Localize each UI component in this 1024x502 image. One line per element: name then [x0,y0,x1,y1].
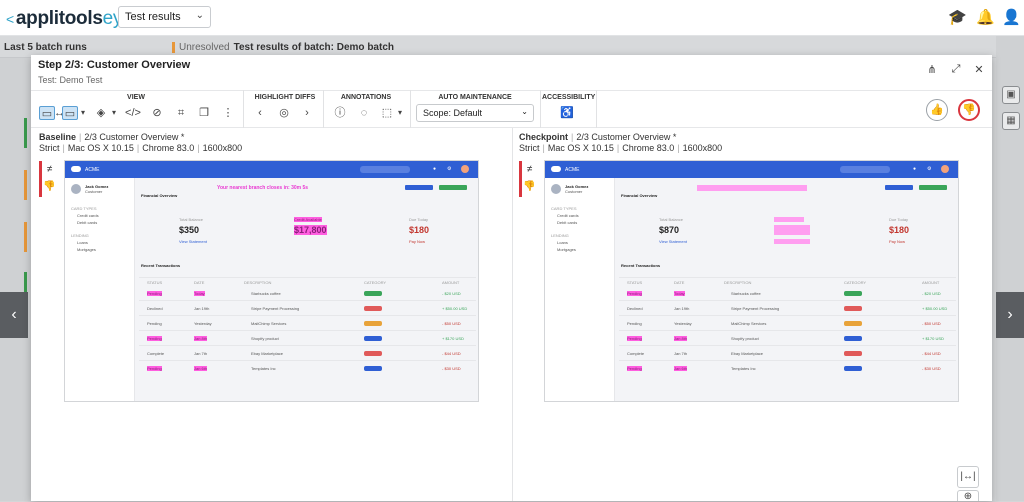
diff-highlight [697,185,807,191]
code-icon[interactable]: </> [125,107,141,119]
save-icon[interactable]: ▣ [1002,86,1020,104]
diff-highlight [774,239,810,244]
not-equal-icon[interactable]: ≠ [526,164,533,175]
next-step-button[interactable]: › [996,292,1024,338]
batch-list-heading: Last 5 batch runs [4,42,87,53]
region-icon[interactable]: ⬚ [381,107,393,119]
thumbs-down-icon[interactable]: 👎 [523,181,536,192]
checkpoint-diff-controls[interactable]: ≠ 👎 [519,161,537,197]
zoom-in-icon[interactable]: ⊕ [957,490,979,502]
toggle-icon [551,166,561,172]
checkpoint-header: Checkpoint | 2/3 Customer Overview * [519,132,677,142]
share-icon[interactable]: ⋔ [927,64,937,76]
batch-status-bar [24,170,27,200]
checkpoint-meta: Strict | Mac OS X 10.15 | Chrome 83.0 | 1600x8… [519,143,723,153]
more-options-icon[interactable]: ⋮ [222,107,234,119]
baseline-diff-controls[interactable]: ≠ 👎 [39,161,57,197]
baseline-meta: Strict | Mac OS X 10.15 | Chrome 83.0 | 1600x8… [39,143,243,153]
checkpoint-screenshot[interactable]: ACME ● ⚙ Jack Gomez Customer CARD TYPES … [544,160,959,402]
app-main: Financial Overview Total Balance $870 Vi… [619,183,956,399]
user-settings-icon[interactable]: 👤 [1002,9,1021,26]
search-input [840,166,890,173]
side-by-side-view-icon[interactable]: ▭ [39,106,55,120]
highlight-diffs-icon[interactable]: ◎ [279,107,289,119]
close-icon[interactable]: ✕ [974,64,984,76]
diff-highlight [774,225,810,235]
credit-available: $17,800 [294,225,327,235]
total-balance: $870 [659,225,680,235]
chevron-down-icon[interactable]: ▾ [111,108,116,117]
gear-icon: ⚙ [447,166,452,172]
crop-icon[interactable]: ⌗ [177,107,185,119]
checkpoint-view-icon[interactable]: ▭ [62,106,78,120]
chevron-down-icon: ⌄ [521,107,528,116]
step-title: Step 2/3: Customer Overview [38,59,191,71]
app-sidebar: Jack Gomez Customer CARD TYPES Credit ca… [545,178,615,401]
batch-status-bar [24,222,27,252]
app-topbar: ACME ● ⚙ [545,161,958,178]
thumbs-down-icon[interactable]: 👎 [958,99,980,121]
thumbs-up-icon[interactable]: 👍 [926,99,948,121]
thumbs-down-icon[interactable]: 👎 [43,181,56,192]
avatar [71,184,81,194]
view-select[interactable]: Test results ⌄ [118,6,211,28]
batch-status-bar [24,118,27,148]
accessibility-label: ACCESSIBILITY [542,94,596,101]
chevron-down-icon[interactable]: ▾ [80,108,85,117]
chevron-down-icon: ⌄ [195,10,204,21]
next-diff-icon[interactable]: › [305,107,309,119]
issue-icon[interactable]: ⓘ [334,107,346,119]
avatar [551,184,561,194]
scope-select[interactable]: Scope: Default ⌄ [416,104,534,122]
diff-highlight [774,217,804,222]
highlight-diffs-label: HIGHLIGHT DIFFS [254,94,316,101]
view-group-label: VIEW [127,94,145,101]
toggle-icon [71,166,81,172]
toolbar [31,90,992,128]
app-topbar: ACME ● ⚙ [65,161,478,178]
previous-step-button[interactable]: ‹ [0,292,28,338]
not-equal-icon[interactable]: ≠ [46,164,53,175]
annotations-label: ANNOTATIONS [340,94,392,101]
batch-title: Unresolved Test results of batch: Demo ba… [172,42,394,53]
total-balance: $350 [179,225,200,235]
pane-divider [512,128,513,501]
panel-icon[interactable]: ▦ [1002,112,1020,130]
expand-icon[interactable]: ⤢ [951,63,961,75]
gear-icon: ⚙ [927,166,932,172]
copy-icon[interactable]: ❐ [199,107,209,119]
app-sidebar: Jack Gomez Customer CARD TYPES Credit ca… [65,178,135,401]
accessibility-icon[interactable]: ♿ [560,107,574,119]
bell-icon: ● [913,166,917,172]
baseline-screenshot[interactable]: ACME ● ⚙ Jack Gomez Customer CARD TYPES … [64,160,479,402]
search-input [360,166,410,173]
view-link-icon: ↔ [54,107,65,119]
right-rail [996,36,1024,501]
layers-icon[interactable]: ◈ [96,107,106,119]
bell-icon[interactable]: 🔔 [976,9,995,26]
chevron-down-icon[interactable]: ▾ [397,108,402,117]
graduation-cap-icon[interactable]: 🎓 [948,9,967,26]
hide-regions-icon[interactable]: ⊘ [152,107,162,119]
previous-diff-icon[interactable]: ‹ [258,107,262,119]
bell-icon: ● [433,166,437,172]
avatar [461,165,469,173]
baseline-header: Baseline | 2/3 Customer Overview * [39,132,185,142]
fit-width-icon[interactable]: |↔| [957,466,979,488]
auto-maintenance-label: AUTO MAINTENANCE [438,94,512,101]
comment-icon[interactable]: ◌ [360,107,368,119]
test-name: Test: Demo Test [38,75,103,85]
avatar [941,165,949,173]
batch-status-bar [24,272,27,302]
app-main: Financial Overview Your nearest branch c… [139,183,476,399]
chevron-left-icon: < [6,11,14,27]
